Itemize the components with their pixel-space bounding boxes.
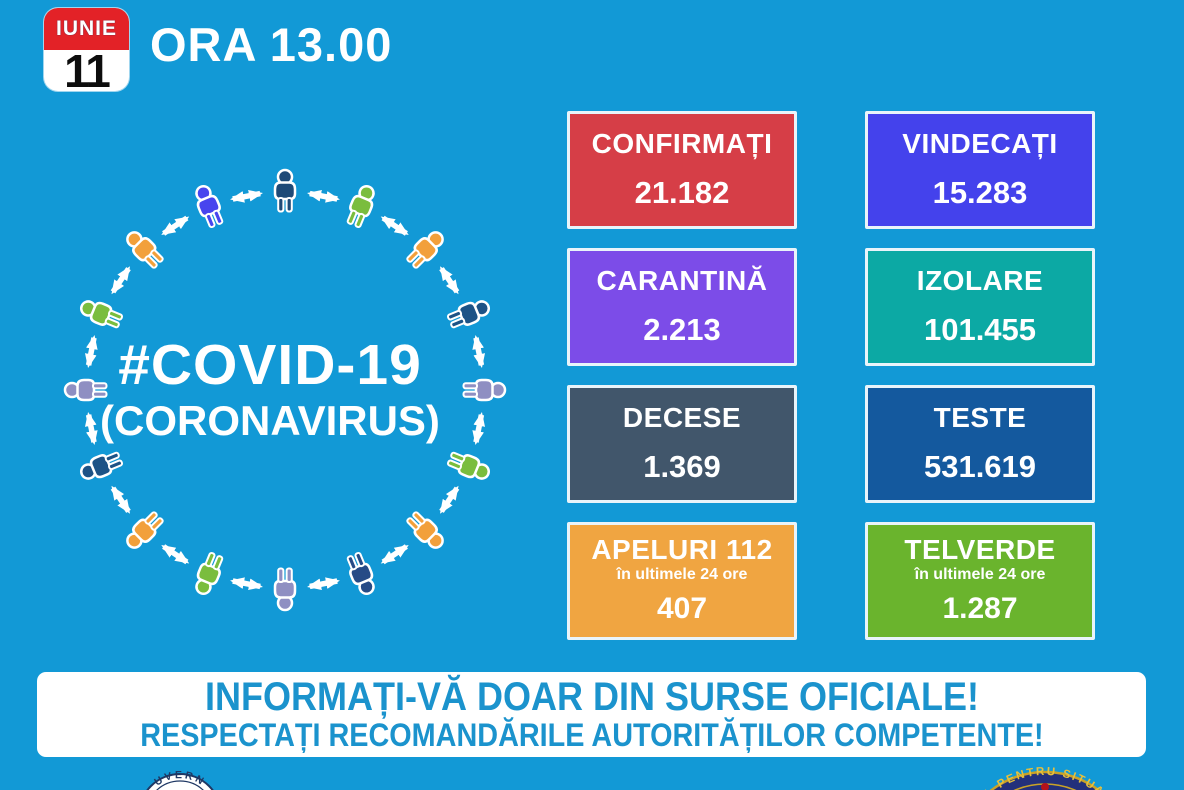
stat-card-label: TESTE (933, 402, 1027, 433)
person-icon (444, 295, 494, 333)
stat-card-sublabel: în ultimele 24 ore (914, 566, 1046, 583)
double-arrow-icon (230, 577, 263, 591)
person-icon (121, 507, 168, 554)
person-icon (402, 226, 449, 273)
coronavirus-subtitle: (CORONAVIRUS) (100, 397, 440, 444)
stat-card-value: 1.287 (942, 592, 1018, 625)
double-arrow-icon (439, 266, 460, 295)
double-arrow-icon (307, 577, 340, 591)
people-circle-graphic (63, 168, 507, 612)
double-arrow-icon (230, 189, 263, 203)
person-icon (444, 447, 494, 485)
banner-line-1: INFORMAȚI-VĂ DOAR DIN SURSE OFICIALE! (204, 674, 979, 719)
stat-card-value: 15.283 (932, 175, 1028, 210)
stat-card-label: VINDECAȚI (902, 128, 1058, 159)
double-arrow-icon (110, 266, 131, 295)
stat-card-value: 101.455 (923, 312, 1037, 347)
seal-emblem-icon (1041, 783, 1049, 790)
stat-card-value: 21.182 (634, 175, 730, 210)
person-icon (121, 226, 168, 273)
person-icon (76, 447, 126, 485)
stats-grid: CONFIRMAȚI 21.182 VINDECAȚI 15.283 CARAN… (567, 111, 1095, 640)
double-arrow-icon (380, 544, 409, 565)
stat-card-head: TELVERDE în ultimele 24 ore (904, 536, 1055, 584)
double-arrow-icon (472, 412, 486, 445)
stat-card-label: IZOLARE (916, 265, 1044, 296)
stat-card-label: CONFIRMAȚI (591, 128, 773, 159)
double-arrow-icon (307, 189, 340, 203)
stat-card-label: TELVERDE (904, 534, 1056, 565)
covid-hashtag-title: #COVID-19 (118, 333, 422, 397)
person-icon (402, 507, 449, 554)
stat-card-izolare: IZOLARE 101.455 (865, 248, 1095, 366)
stat-card-value: 407 (656, 592, 708, 625)
stat-card-sublabel: în ultimele 24 ore (616, 566, 748, 583)
stat-card-label: APELURI 112 (591, 534, 773, 565)
stat-card-value: 531.619 (923, 449, 1037, 484)
person-icon (190, 549, 228, 599)
person-icon (273, 567, 297, 612)
stat-card-head: APELURI 112 în ultimele 24 ore (591, 536, 772, 584)
double-arrow-icon (472, 335, 486, 368)
banner-line-2: RESPECTAȚI RECOMANDĂRILE AUTORITĂȚILOR C… (139, 716, 1044, 753)
time-label: ORA 13.00 (150, 18, 393, 71)
double-arrow-icon (161, 544, 190, 565)
stat-card-confirmati: CONFIRMAȚI 21.182 (567, 111, 797, 229)
stat-card-apeluri-112: APELURI 112 în ultimele 24 ore 407 (567, 522, 797, 640)
calendar-month-band: IUNIE (44, 8, 129, 50)
stat-card-vindecati: VINDECAȚI 15.283 (865, 111, 1095, 229)
info-banner: INFORMAȚI-VĂ DOAR DIN SURSE OFICIALE! RE… (37, 672, 1146, 757)
stat-card-value: 1.369 (643, 449, 721, 484)
stat-card-label: DECESE (622, 402, 742, 433)
person-icon (342, 181, 380, 231)
stat-card-teste: TESTE 531.619 (865, 385, 1095, 503)
calendar-icon: IUNIE 11 (44, 8, 129, 91)
person-icon (342, 549, 380, 599)
double-arrow-icon (84, 412, 98, 445)
double-arrow-icon (161, 215, 190, 236)
double-arrow-icon (439, 485, 460, 514)
double-arrow-icon (380, 215, 409, 236)
double-arrow-icon (110, 485, 131, 514)
double-arrow-icon (84, 335, 98, 368)
stat-card-telverde: TELVERDE în ultimele 24 ore 1.287 (865, 522, 1095, 640)
calendar-day-label: 11 (64, 44, 111, 92)
stat-card-carantina: CARANTINĂ 2.213 (567, 248, 797, 366)
emergency-department-seal-logo: L PENTRU SITUA (983, 766, 1105, 790)
person-icon (190, 181, 228, 231)
calendar-month-label: IUNIE (55, 17, 117, 40)
person-icon (273, 168, 297, 213)
government-seal-logo: UVERN (146, 770, 214, 790)
stat-card-decese: DECESE 1.369 (567, 385, 797, 503)
stat-card-label: CARANTINĂ (596, 265, 768, 296)
stat-card-value: 2.213 (643, 312, 721, 347)
person-icon (76, 295, 126, 333)
